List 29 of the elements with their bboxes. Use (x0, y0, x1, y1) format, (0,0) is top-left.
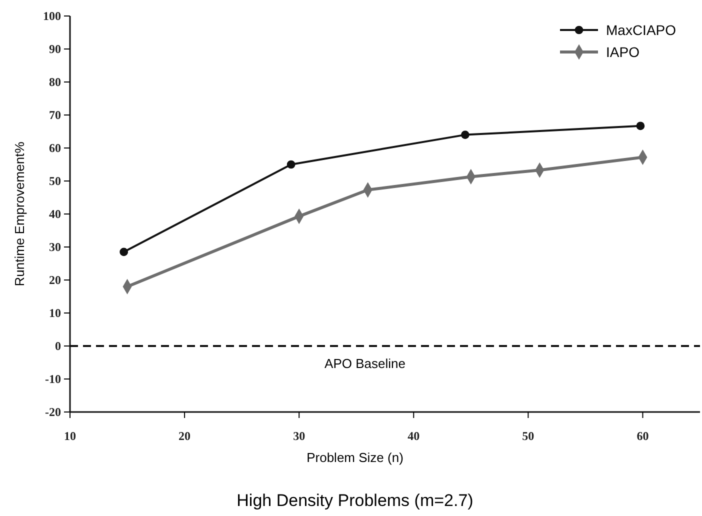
point (286, 160, 296, 169)
y-tick-label: 20 (49, 272, 61, 287)
legend-label: IAPO (606, 44, 640, 60)
text: High Density Problems (m=2.7) (236, 491, 474, 510)
y-tick-label: -10 (45, 372, 61, 386)
y-tick-label: -20 (45, 404, 61, 419)
y-tick-label: 80 (49, 74, 61, 89)
y-tick-label: 100 (43, 8, 61, 23)
x-tick-label: 20 (178, 429, 191, 444)
x-axis-title: Problem Size (n) (306, 450, 404, 465)
point (636, 122, 645, 130)
y-tick-label: 60 (49, 140, 61, 155)
y-tick-label: 30 (49, 240, 61, 254)
y-tick-label: 70 (49, 108, 61, 122)
y-tick-label: 90 (49, 42, 61, 56)
x-tick-label: 40 (408, 429, 420, 444)
x-tick-label: 50 (522, 429, 534, 444)
point (120, 248, 128, 256)
y-tick-label: 10 (49, 306, 61, 320)
point (461, 130, 470, 139)
y-tick-label: 0 (55, 338, 61, 353)
y-axis-title: Runtime Emprovement% (12, 141, 27, 286)
y-tick-label: 50 (49, 174, 61, 188)
x-tick-label: 60 (636, 429, 649, 444)
ref-line-label: APO Baseline (324, 356, 406, 371)
x-tick-label: 30 (293, 429, 306, 444)
x-tick-label: 10 (64, 429, 76, 444)
legend-label: MaxCIAPO (606, 22, 676, 38)
y-tick-label: 40 (49, 206, 61, 221)
